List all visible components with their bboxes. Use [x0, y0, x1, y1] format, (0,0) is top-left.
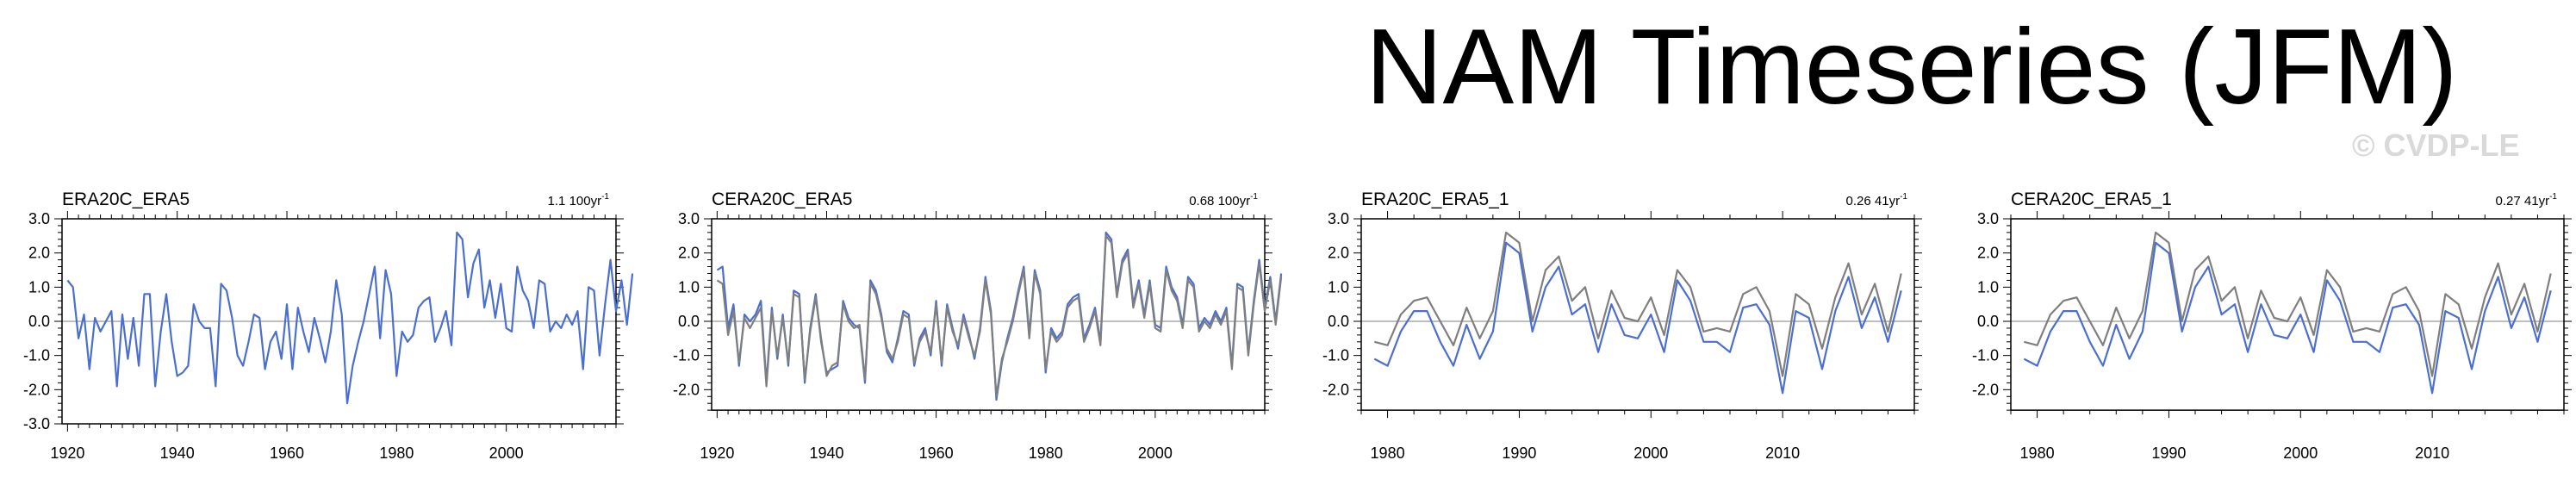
y-tick-label: -1.0	[23, 347, 50, 364]
chart-panel-4: CERA20C_ERA5_1 0.27 41yr-1 3.0 2.0 1.0 0.0 -1.…	[1972, 190, 2572, 462]
x-tick-label: 2010	[2415, 445, 2449, 462]
plot-frame	[711, 218, 1266, 411]
trend-exponent: -1	[2549, 192, 2557, 202]
y-tick-label: -2.0	[1322, 381, 1349, 398]
y-tick-label: 3.0	[1977, 210, 1999, 227]
x-tick-label: 1960	[270, 445, 304, 462]
series-line-2	[716, 234, 1283, 398]
series-line-2	[1373, 241, 1902, 395]
x-tick-label: 2000	[489, 445, 524, 462]
x-tick-label: 2000	[2283, 445, 2318, 462]
y-tick-label: 1.0	[1328, 278, 1349, 295]
y-tick-label: 0.0	[1328, 313, 1349, 330]
y-tick-label: 2.0	[1977, 245, 1999, 262]
panel-label: ERA20C_ERA5	[62, 190, 190, 209]
y-tick-label: -1.0	[1972, 347, 1999, 364]
y-tick-label: -2.0	[673, 381, 700, 398]
panel-label: CERA20C_ERA5	[712, 190, 852, 209]
x-tick-label: 2010	[1765, 445, 1800, 462]
y-tick-label: 2.0	[28, 245, 50, 262]
panel-label: ERA20C_ERA5_1	[1361, 190, 1509, 209]
y-tick-label: -1.0	[673, 347, 700, 364]
y-tick-label: 3.0	[678, 210, 700, 227]
y-tick-label: -2.0	[23, 381, 50, 398]
x-tick-label: 1940	[160, 445, 195, 462]
y-tick-label: 1.0	[678, 278, 700, 295]
x-tick-label: 1980	[2020, 445, 2055, 462]
y-tick-label: 2.0	[678, 245, 700, 262]
y-tick-label: 3.0	[1328, 210, 1349, 227]
x-tick-label: 2000	[1138, 445, 1173, 462]
x-tick-label: 1990	[2151, 445, 2186, 462]
y-tick-label: 0.0	[1977, 313, 1999, 330]
page-title: NAM Timeseries (JFM)	[1366, 8, 2458, 127]
x-tick-label: 1980	[1371, 445, 1405, 462]
series-line-2	[2023, 241, 2552, 395]
trend-exponent: -1	[1250, 192, 1258, 202]
chart-panel-3: ERA20C_ERA5_1 0.26 41yr-1 3.0 2.0 1.0 0.0 -1.0…	[1322, 190, 1922, 462]
series-line-1	[2024, 231, 2552, 377]
trend-value: 0.26 41yr	[1846, 194, 1901, 208]
y-tick-label: 2.0	[1328, 245, 1349, 262]
series-line-1	[66, 231, 634, 405]
y-tick-label: 1.0	[1977, 278, 1999, 295]
x-tick-label: 2000	[1633, 445, 1668, 462]
series-line-1	[1374, 231, 1902, 377]
y-tick-label: 1.0	[28, 278, 50, 295]
y-tick-label: -3.0	[23, 415, 50, 432]
y-tick-label: -1.0	[1322, 347, 1349, 364]
x-tick-label: 1980	[1029, 445, 1063, 462]
panel-label: CERA20C_ERA5_1	[2011, 190, 2172, 209]
x-tick-label: 1960	[919, 445, 954, 462]
y-tick-label: 3.0	[28, 210, 50, 227]
x-tick-label: 1920	[700, 445, 734, 462]
y-tick-label: 0.0	[28, 313, 50, 330]
trend-value: 1.1 100yr	[548, 194, 602, 208]
x-tick-label: 1980	[379, 445, 414, 462]
y-tick-label: 0.0	[678, 313, 700, 330]
watermark: © CVDP-LE	[2352, 127, 2520, 163]
trend-value: 0.68 100yr	[1189, 194, 1250, 208]
chart-panel-2: CERA20C_ERA5 0.68 100yr-1 3.0 2.0 1.0 0.0 -1.0…	[673, 190, 1283, 462]
x-tick-label: 1920	[50, 445, 84, 462]
trend-label: 0.27 41yr-1	[2496, 192, 2558, 208]
y-tick-label: -2.0	[1972, 381, 1999, 398]
trend-label: 0.68 100yr-1	[1189, 192, 1258, 208]
trend-exponent: -1	[1900, 192, 1907, 202]
x-tick-label: 1990	[1502, 445, 1536, 462]
x-tick-label: 1940	[809, 445, 843, 462]
trend-exponent: -1	[601, 192, 609, 202]
trend-label: 0.26 41yr-1	[1846, 192, 1908, 208]
chart-panel-1: ERA20C_ERA5 1.1 100yr-1 3.0 2.0 1.0 0.0 -1.0 -2…	[23, 190, 634, 462]
trend-value: 0.27 41yr	[2496, 194, 2550, 208]
trend-label: 1.1 100yr-1	[548, 192, 610, 208]
